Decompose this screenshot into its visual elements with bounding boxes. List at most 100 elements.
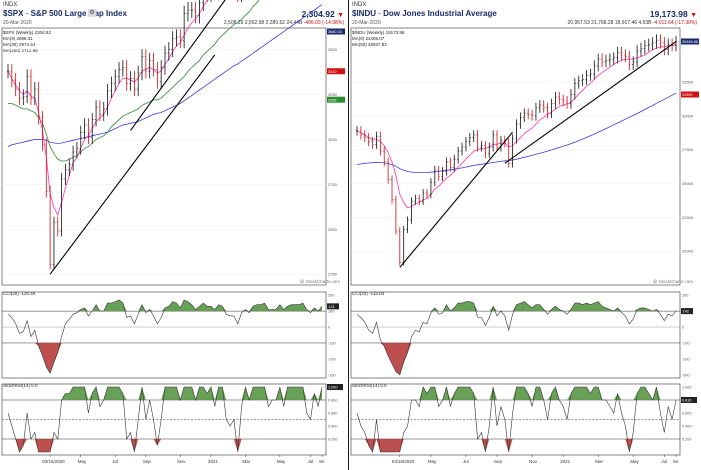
stoch-tag-label: 1.000 [328,386,338,390]
legend-ma-slow: MA(50) 25937.83 [352,42,387,47]
stoch-rsi-label: StochRSI(14) 0.0 [352,383,387,388]
stoch-rsi-label: StochRSI(14) 0.0 [3,383,38,388]
cci-tick-label: -200 [682,357,690,361]
cci-oversold-fill [357,343,676,375]
chart-title[interactable]: $SPX - S&P 500 Large Cap Index [3,9,127,18]
ma-mid-line [8,0,260,162]
x-tick-label: Nov [529,459,538,464]
cci-tick-label: -100 [682,341,690,345]
stoch-tick-label: 0.200 [682,438,692,442]
price-tag-label: 3410 [328,70,336,74]
y-tick-label: 2500 [328,227,338,232]
ma-fast-line [7,0,209,216]
x-tick-label: Mar [242,459,250,464]
cci-tick-label: -200 [328,357,336,361]
cci-overbought-fill [8,300,322,312]
stoch-tag [681,397,697,403]
cci-tick-label: 200 [682,294,688,298]
cci-tick-label: -300 [682,373,690,377]
x-tick-label: Jul [112,459,118,464]
cci-label: CCI(20) -133.04 [352,291,385,296]
legend-ma-slow: MA(200) 2712.98 [3,48,38,53]
down-arrow-icon: ▼ [690,12,697,19]
legend-price: $SPX (Weekly) 2304.92 [3,30,51,35]
chart-panel-spx: INDX $SPX - S&P 500 Large Cap Index ⚙ 2,… [0,0,348,470]
x-tick-label: Jul [661,459,667,464]
price-tag [327,68,345,75]
x-tick-label: Nov [177,459,186,464]
x-tick-label: 2021 [208,459,219,464]
cci-label: CCI(20) -120.40 [3,291,36,296]
x-tick-label: Jul [463,459,469,464]
stoch-tick-label: 1.000 [682,386,692,390]
stoch-tick-label: 0.600 [682,412,692,416]
price-tag [327,96,345,103]
settings-icon[interactable]: ⚙ [88,9,96,17]
cci-tag [681,308,693,315]
price-tag-label: 3285 [328,98,336,102]
last-price: 19,173.98 ▼ [649,9,697,19]
cci-tag-label: 131 [329,305,335,309]
x-tick-label: Se [673,459,679,464]
trendline [49,54,216,275]
symbol: $INDU [352,9,377,18]
exchange-label: INDX [3,2,18,8]
y-tick-label: 22500 [682,215,694,220]
price-tag-label: 3680.33 [328,30,342,34]
y-tick-label: 2750 [328,182,338,187]
cci-tick-label: 0 [328,326,330,330]
price-tag-label: 35465.88 [682,40,698,44]
cci-tick-label: 0 [682,326,684,330]
x-tick-label: May [630,459,639,464]
x-tick-label: May [277,459,286,464]
price-tag [681,38,699,45]
ohlc-readout: 20,957.53 21,768.28 18,917.46 4.53B -4,0… [567,20,697,26]
price-legend: $INDU (Weekly) 19173.98 MA(9) 23405.07 M… [352,30,404,48]
x-tick-label: Jul [308,459,314,464]
stoch-tick-label: 0.800 [328,399,338,403]
symbol: $SPX [3,9,24,18]
chart-title[interactable]: $INDU - Dow Jones Industrial Average [352,9,497,18]
cci-line [356,301,677,376]
ohlc-readout: 2,508.39 2,562.98 2,280.52 24.44B -406.0… [223,20,344,26]
cci-oversold-fill [8,343,322,374]
trendline [504,41,677,164]
cci-tick-label: -300 [328,373,336,377]
price-tag-label: 31990 [682,93,693,97]
legend-ma-fast: MA(9) 2698.31 [3,36,33,41]
stoch-rsi-line [7,386,323,453]
legend-price: $INDU (Weekly) 19173.98 [352,30,405,35]
x-tick-label: 03/16/2020 [42,459,65,464]
legend-ma-mid: MA(30) 2974.44 [3,42,36,47]
exchange-label: INDX [352,2,367,8]
pane-frame [1,291,327,379]
cci-tag [327,303,339,310]
stoch-tick-label: 0.600 [328,412,338,416]
price-tag [681,91,699,98]
chart-date: 20-Mar-2020 [352,20,381,26]
stoch-oversold-fill [357,439,676,452]
trendline [399,131,514,268]
stoch-tag [327,384,343,390]
cci-tick-label: -100 [328,341,336,345]
stoch-oversold-fill [8,439,322,452]
trendline [130,0,226,131]
x-tick-label: Sep [494,459,503,464]
chart-panel-indu: INDX $INDU - Dow Jones Industrial Averag… [348,0,701,470]
cci-tick-label: 100 [328,310,334,314]
cci-tick-label: 200 [328,294,334,298]
chart-header: INDX $SPX - S&P 500 Large Cap Index ⚙ 2,… [0,0,348,28]
y-tick-label: 25000 [682,181,694,186]
brand-watermark: @ StockCharts.com [299,279,340,284]
y-tick-label: 30000 [682,113,694,118]
y-tick-label: 3500 [328,47,338,52]
legend-ma-fast: MA(9) 23405.07 [352,36,385,41]
x-tick-label: May [78,459,87,464]
y-tick-label: 3250 [328,92,338,97]
y-tick-label: 32500 [682,80,694,85]
pane-frame [350,291,681,379]
cci-tag-label: 142 [683,310,689,314]
x-tick-label: 2021 [560,459,571,464]
y-tick-label: 2250 [328,272,338,277]
last-price: 2,304.92 ▼ [301,9,344,19]
